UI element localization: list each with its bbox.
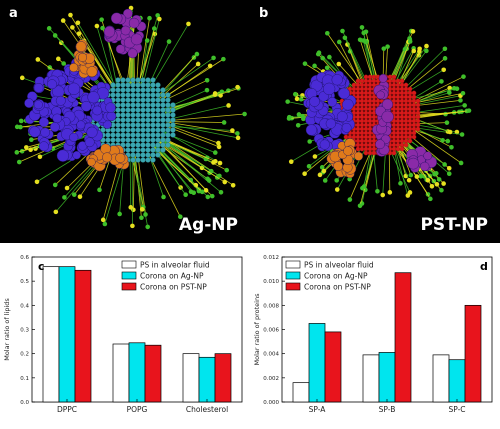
bar [293,383,309,402]
legend-label: PS in alveolar fluid [304,261,374,270]
y-tick-label: 0.006 [263,328,279,334]
ag-np-illustration [0,0,250,243]
bar [59,267,75,402]
bar [309,323,325,402]
y-tick-label: 0.6 [20,255,29,261]
panel-letter-d: d [480,260,488,273]
y-axis-label: Molar ratio of proteins [253,293,261,366]
bar [465,305,481,402]
bar [75,270,91,402]
bar [325,332,341,402]
y-tick-label: 0.5 [20,279,29,285]
protein-ratio-chart-svg: 0.000 0.002 0.004 0.006 0.008 0.010 0.012 Molar… [250,245,500,425]
pst-np-illustration [250,0,500,243]
legend-swatch [286,283,300,290]
bar [449,360,465,402]
y-tick-label: 0.3 [20,328,29,334]
legend-label: Corona on PST-NP [304,283,371,292]
legend-swatch [122,283,136,290]
bar [129,343,145,402]
y-tick-label: 0.008 [263,303,279,309]
bar [379,352,395,402]
x-tick-label: SP-C [448,405,465,414]
bar [113,344,129,402]
y-tick-label: 0.010 [263,279,279,285]
bar [395,273,411,402]
panel-letter-c: c [38,260,45,273]
y-tick-label: 0.0 [20,400,29,406]
legend-label: Corona on Ag-NP [304,272,368,281]
legend-swatch [286,261,300,268]
protein-purple-top [104,9,146,58]
lipid-ratio-chart: 0.0 0.1 0.2 0.3 0.4 0.5 0.6 Molar ratio of lipi… [0,245,250,425]
y-tick-label: 0.004 [263,352,279,358]
protein-ratio-chart: 0.000 0.002 0.004 0.006 0.008 0.010 0.012 Molar… [250,245,500,425]
legend-swatch [122,272,136,279]
x-tick-label: SP-A [309,405,327,414]
pst-np-snapshot: b PST-NP [250,0,500,243]
y-tick-label: 0.4 [20,303,29,309]
bar [433,355,449,402]
x-tick-label: SP-B [379,405,396,414]
legend-label: PS in alveolar fluid [140,261,210,270]
bar [199,357,215,402]
y-tick-label: 0.012 [263,255,279,261]
y-axis-label: Molar ratio of lipids [3,298,11,361]
x-tick-label: Cholesterol [186,405,228,414]
pst-np-label: PST-NP [420,215,488,235]
lipid-ratio-chart-svg: 0.0 0.1 0.2 0.3 0.4 0.5 0.6 Molar ratio of lipi… [0,245,250,425]
legend-label: Corona on Ag-NP [140,272,204,281]
ag-np-label: Ag-NP [179,215,238,235]
y-tick-label: 0.000 [263,400,279,406]
bar [215,354,231,402]
bar [43,267,59,402]
x-tick-label: DPPC [57,405,77,414]
x-tick-label: POPG [127,405,148,414]
legend-swatch [122,261,136,268]
bar [145,345,161,402]
legend-label: Corona on PST-NP [140,283,207,292]
bar [183,354,199,402]
y-tick-label: 0.2 [20,352,29,358]
legend: PS in alveolar fluid Corona on Ag-NP Coron… [286,261,374,292]
y-tick-label: 0.1 [20,376,29,382]
ag-np-snapshot: a Ag-NP [0,0,250,243]
y-tick-label: 0.002 [263,376,279,382]
panel-letter-b: b [259,6,268,21]
panel-letter-a: a [9,6,18,21]
bar [363,355,379,402]
legend: PS in alveolar fluid Corona on Ag-NP Coron… [122,261,210,292]
legend-swatch [286,272,300,279]
